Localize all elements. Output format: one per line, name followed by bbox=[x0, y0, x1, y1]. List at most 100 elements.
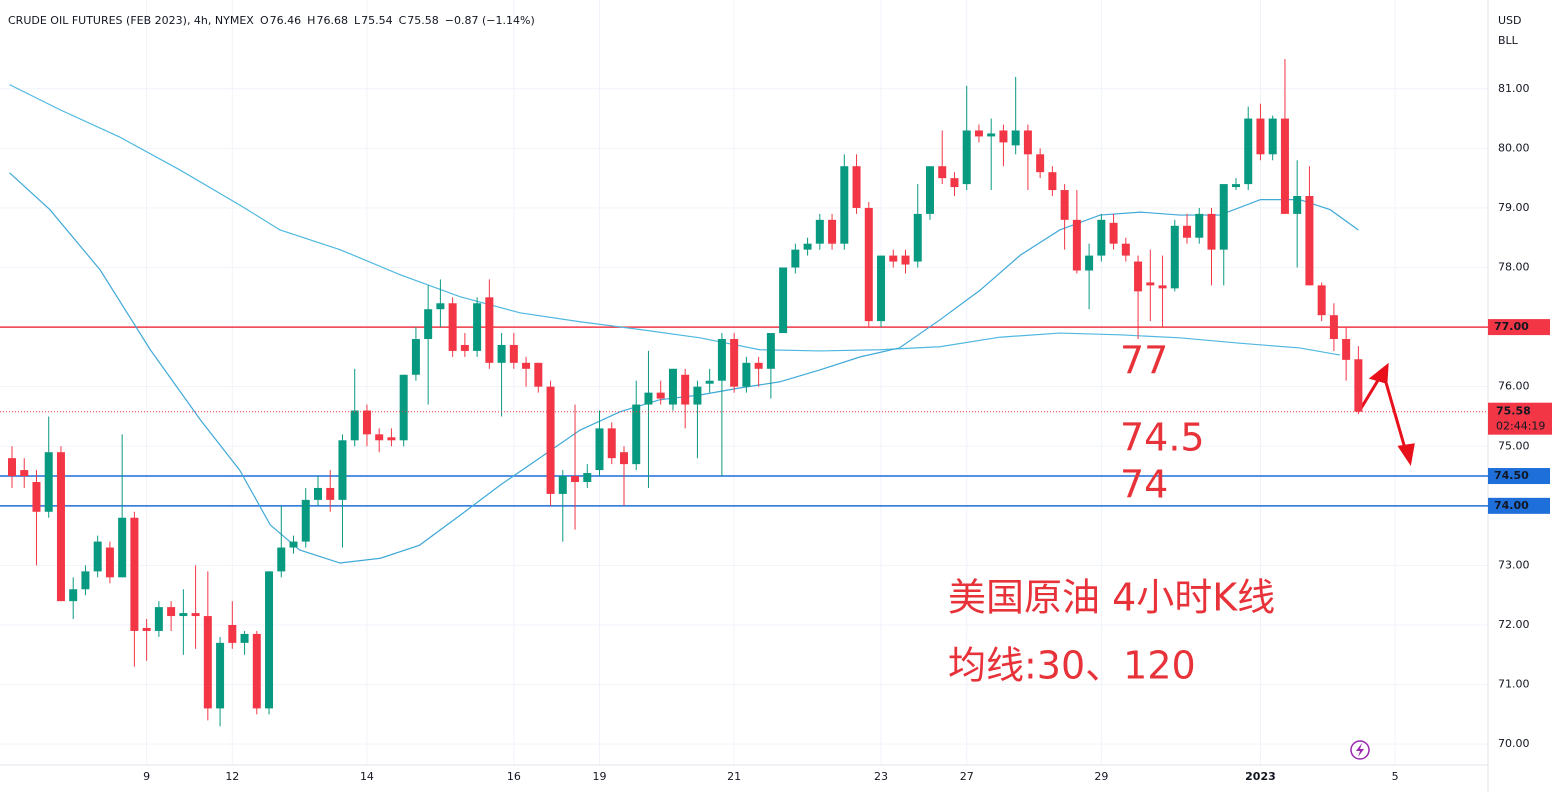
candle-body bbox=[717, 339, 726, 381]
candle-body bbox=[1329, 315, 1338, 340]
candle-body bbox=[803, 243, 812, 250]
candle-body bbox=[191, 613, 200, 617]
level-label: 74.00 bbox=[1494, 499, 1529, 512]
candle-body bbox=[240, 633, 249, 643]
x-tick-label: 16 bbox=[507, 770, 521, 783]
candle-body bbox=[925, 166, 934, 214]
candle-body bbox=[20, 470, 29, 477]
candle-body bbox=[7, 458, 16, 477]
candle-body bbox=[338, 440, 347, 500]
candle-body bbox=[399, 374, 408, 441]
candle-body bbox=[1305, 196, 1314, 286]
moving-average bbox=[9, 84, 1341, 356]
candle-body bbox=[1207, 213, 1216, 250]
candle-body bbox=[607, 428, 616, 459]
title: CRUDE OIL FUTURES (FEB 2023), 4h, NYMEX bbox=[8, 14, 254, 27]
candle-body bbox=[877, 255, 886, 322]
candle-body bbox=[1219, 184, 1228, 250]
candle-body bbox=[509, 344, 518, 363]
x-tick-label: 9 bbox=[143, 770, 150, 783]
ohlc-key: H bbox=[307, 14, 315, 27]
header: CRUDE OIL FUTURES (FEB 2023), 4h, NYMEX … bbox=[8, 14, 535, 27]
level-tag bbox=[1488, 319, 1550, 336]
level-label: 74.50 bbox=[1494, 469, 1529, 482]
x-tick-label: 14 bbox=[360, 770, 374, 783]
candle-body bbox=[766, 333, 775, 369]
ohlc-value: 75.54 bbox=[361, 14, 393, 27]
candle-body bbox=[1280, 118, 1289, 214]
candle-body bbox=[375, 434, 384, 441]
candle-body bbox=[1036, 154, 1045, 173]
ohlc-value: 76.46 bbox=[270, 14, 302, 27]
candle-body bbox=[1293, 196, 1302, 214]
ohlc-value: 75.58 bbox=[407, 14, 439, 27]
candle-body bbox=[1072, 219, 1081, 271]
x-tick-label: 12 bbox=[225, 770, 239, 783]
candle-body bbox=[313, 487, 322, 500]
icon bbox=[1350, 740, 1370, 760]
change: −0.87 (−1.14%) bbox=[445, 14, 535, 27]
candle-body bbox=[460, 344, 469, 351]
candle-body bbox=[779, 267, 788, 334]
candle-body bbox=[1244, 118, 1253, 185]
candle-body bbox=[668, 368, 677, 405]
y-tick-label: 70.00 bbox=[1498, 737, 1530, 750]
x-tick-label: 5 bbox=[1392, 770, 1399, 783]
candle-body bbox=[350, 410, 359, 441]
icon-bolt bbox=[1356, 743, 1364, 757]
candle-body bbox=[974, 130, 983, 137]
candle-body bbox=[56, 452, 65, 602]
candle-body bbox=[571, 476, 580, 482]
level-tag bbox=[1488, 497, 1550, 514]
candle-body bbox=[1023, 130, 1032, 155]
currency: USD bbox=[1498, 14, 1522, 27]
candle-body bbox=[681, 374, 690, 405]
x-tick-label: 29 bbox=[1094, 770, 1108, 783]
candle-body bbox=[950, 178, 959, 188]
candle-body bbox=[387, 437, 396, 441]
candle-body bbox=[203, 616, 212, 709]
y-tick-label: 78.00 bbox=[1498, 261, 1530, 274]
level-tag bbox=[1488, 468, 1550, 485]
candle-body bbox=[558, 476, 567, 494]
candle-body bbox=[999, 130, 1008, 143]
candle-body bbox=[362, 410, 371, 435]
ohlc-value: 76.68 bbox=[316, 14, 348, 27]
x-tick-label: 19 bbox=[593, 770, 607, 783]
candle-body bbox=[1146, 282, 1155, 286]
candle-body bbox=[69, 589, 78, 602]
candle-body bbox=[1256, 118, 1265, 155]
candle-body bbox=[326, 487, 335, 500]
candle-body bbox=[754, 362, 763, 369]
y-tick-label: 75.00 bbox=[1498, 439, 1530, 452]
candle-body bbox=[913, 213, 922, 262]
candle-body bbox=[1109, 222, 1118, 244]
caption: 均线:30、120 bbox=[948, 644, 1196, 688]
candle-body bbox=[252, 633, 261, 709]
annotation: 74.5 bbox=[1120, 416, 1205, 460]
candle-body bbox=[864, 207, 873, 322]
candle-body bbox=[105, 547, 114, 578]
y-tick-label: 81.00 bbox=[1498, 82, 1530, 95]
x-tick-label: 23 bbox=[874, 770, 888, 783]
candle-body bbox=[644, 392, 653, 405]
candle-body bbox=[142, 627, 151, 631]
candle-body bbox=[619, 452, 628, 465]
candle-body bbox=[118, 517, 127, 578]
candle-body bbox=[424, 309, 433, 340]
candle-body bbox=[497, 344, 506, 363]
candle-body bbox=[1195, 213, 1204, 238]
unit: BLL bbox=[1498, 34, 1519, 47]
candle-body bbox=[485, 297, 494, 363]
last-price-label: 75.58 bbox=[1496, 405, 1531, 418]
ohlc-key: L bbox=[354, 14, 361, 27]
y-tick-label: 80.00 bbox=[1498, 141, 1530, 154]
candle-body bbox=[828, 219, 837, 244]
candle-body bbox=[962, 130, 971, 185]
ohlc-key: O bbox=[260, 14, 269, 27]
last-price-tag bbox=[1488, 402, 1552, 435]
candle-body bbox=[840, 166, 849, 244]
y-tick-label: 73.00 bbox=[1498, 558, 1530, 571]
